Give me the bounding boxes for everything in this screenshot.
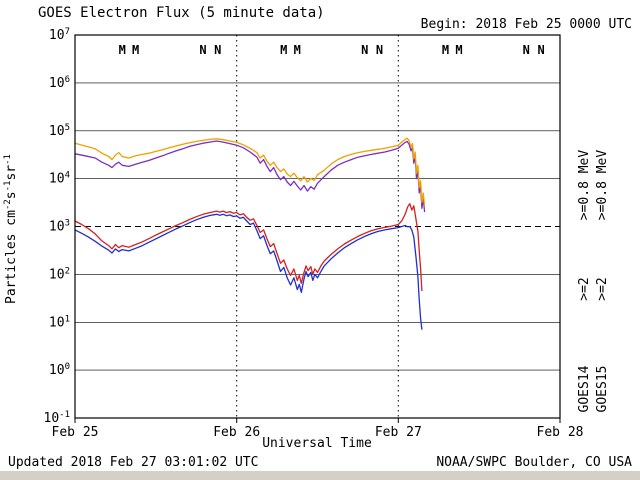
x-tick-label: Feb 25 <box>52 425 99 440</box>
satellite-midnight-marker: M <box>442 43 449 57</box>
legend-goes14-e2: >=2 <box>577 277 592 300</box>
legend-goes15-e2: >=2 <box>595 277 610 300</box>
satellite-midnight-marker: M <box>280 43 287 57</box>
axis-labels-layer: Feb 25 Feb 26 Feb 27 Feb 28 107 106 105 104 103 1… <box>44 27 611 440</box>
satellite-midnight-marker: M <box>294 43 301 57</box>
satellite-noon-marker: N <box>537 43 544 57</box>
x-tick-label: Feb 28 <box>537 425 584 440</box>
chart-title: GOES Electron Flux (5 minute data) <box>38 5 325 21</box>
y-tick-label: 101 <box>49 314 70 330</box>
y-axis-title: Particles cm-2s-1sr-1 <box>3 154 19 304</box>
y-tick-label: 100 <box>49 362 70 378</box>
satellite-noon-marker: N <box>523 43 530 57</box>
satellite-noon-marker: N <box>361 43 368 57</box>
series-goes15-ge08mev <box>74 140 426 213</box>
updated-timestamp: Updated 2018 Feb 27 03:01:02 UTC <box>8 455 258 470</box>
x-tick-label: Feb 26 <box>213 425 260 440</box>
satellite-midnight-marker: M <box>119 43 126 57</box>
series-goes14-ge2mev <box>74 203 423 292</box>
satellite-noon-marker: N <box>214 43 221 57</box>
x-axis-title: Universal Time <box>262 436 372 451</box>
plot-area <box>74 34 561 423</box>
series-goes14-ge08mev <box>74 137 426 207</box>
legend-goes15-e08: >=0.8 MeV <box>595 150 610 221</box>
satellite-noon-marker: N <box>199 43 206 57</box>
status-bar <box>0 471 640 480</box>
y-tick-label: 102 <box>49 266 70 282</box>
y-tick-label: 103 <box>49 219 70 235</box>
source-credit: NOAA/SWPC Boulder, CO USA <box>436 455 632 470</box>
begin-timestamp: Begin: 2018 Feb 25 0000 UTC <box>421 17 632 32</box>
x-tick-label: Feb 27 <box>375 425 422 440</box>
legend-goes14: GOES14 <box>577 365 592 412</box>
satellite-midnight-marker: M <box>455 43 462 57</box>
y-tick-label: 107 <box>49 27 70 43</box>
legend-goes15: GOES15 <box>595 366 610 413</box>
y-tick-label: 106 <box>49 75 70 91</box>
plot-frame <box>74 34 561 419</box>
satellite-midnight-marker: M <box>132 43 139 57</box>
legend-goes14-e08: >=0.8 MeV <box>577 150 592 221</box>
satellite-noon-marker: N <box>376 43 383 57</box>
y-tick-label: 105 <box>49 123 70 139</box>
series-goes15-ge2mev <box>74 213 423 330</box>
y-tick-label: 10-1 <box>44 410 71 426</box>
y-tick-label: 104 <box>49 171 70 187</box>
